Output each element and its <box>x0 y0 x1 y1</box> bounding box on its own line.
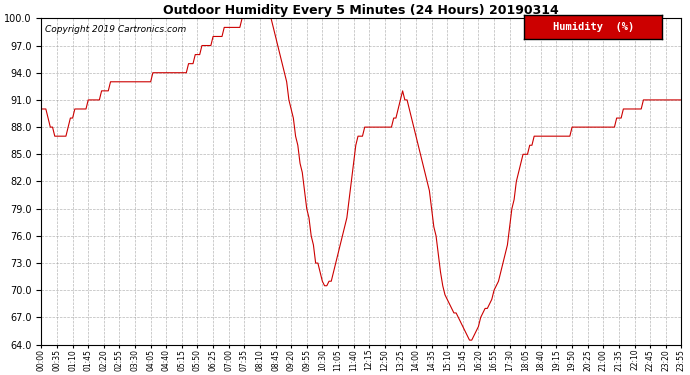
Title: Outdoor Humidity Every 5 Minutes (24 Hours) 20190314: Outdoor Humidity Every 5 Minutes (24 Hou… <box>164 4 559 17</box>
Text: Humidity  (%): Humidity (%) <box>553 22 634 32</box>
Text: Copyright 2019 Cartronics.com: Copyright 2019 Cartronics.com <box>45 25 186 34</box>
